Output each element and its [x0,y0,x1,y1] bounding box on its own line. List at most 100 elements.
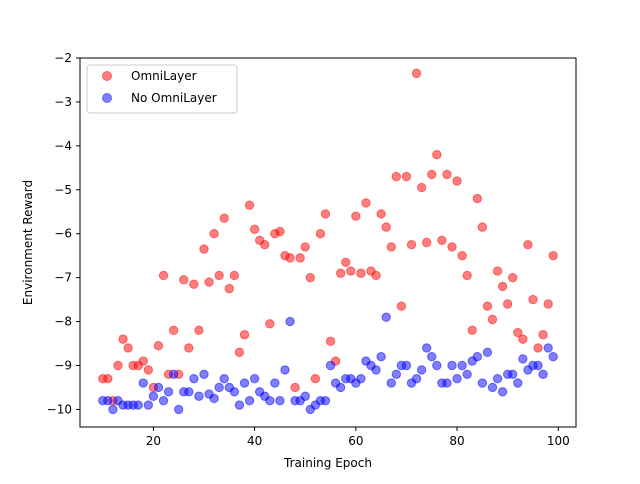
point-omnilayer [401,171,412,182]
point-no-omnilayer [356,373,366,384]
point-no-omnilayer [133,400,143,410]
y-tick-label: −3 [54,95,72,109]
point-omnilayer [305,272,315,283]
point-omnilayer [275,226,285,237]
point-omnilayer [143,365,154,375]
point-omnilayer [543,299,553,309]
point-omnilayer [315,229,326,239]
point-omnilayer [300,242,310,252]
point-no-omnilayer [148,391,159,401]
point-omnilayer [346,266,356,276]
y-tick-label: −6 [54,227,72,241]
point-omnilayer [416,182,427,193]
point-no-omnilayer [371,365,381,375]
data-points [98,68,558,415]
point-no-omnilayer [214,382,224,393]
point-omnilayer [224,283,235,294]
point-omnilayer [482,301,493,311]
point-omnilayer [523,240,533,250]
point-omnilayer [548,250,558,261]
point-no-omnilayer [416,365,427,375]
point-omnilayer [260,240,270,250]
point-omnilayer [508,272,518,283]
point-no-omnilayer [513,378,523,388]
point-no-omnilayer [244,395,255,406]
point-omnilayer [376,209,386,219]
point-omnilayer [189,279,199,289]
point-no-omnilayer [184,387,194,397]
y-tick-label: −9 [54,359,72,373]
point-no-omnilayer [442,378,452,388]
point-omnilayer [432,149,442,160]
point-no-omnilayer [447,360,457,371]
point-omnilayer [447,242,457,252]
point-omnilayer [467,325,477,336]
point-omnilayer [472,193,483,204]
point-omnilayer [351,211,361,221]
point-no-omnilayer [401,360,412,371]
point-omnilayer [229,270,240,281]
legend-marker-omnilayer [102,71,112,81]
point-omnilayer [123,343,133,353]
y-tick-label: −7 [54,271,72,285]
point-omnilayer [411,68,422,79]
point-no-omnilayer [168,369,179,379]
point-omnilayer [391,171,402,182]
legend-label-omnilayer: OmniLayer [131,69,197,83]
point-no-omnilayer [411,373,422,384]
point-omnilayer [396,301,407,311]
point-no-omnilayer [391,369,402,379]
y-tick-label: −5 [54,183,72,197]
point-no-omnilayer [421,343,432,353]
point-omnilayer [113,360,123,371]
point-omnilayer [184,343,194,353]
point-no-omnilayer [158,395,169,406]
point-no-omnilayer [492,373,503,384]
point-no-omnilayer [320,395,331,406]
point-no-omnilayer [472,352,483,362]
point-no-omnilayer [457,360,467,371]
point-no-omnilayer [234,400,245,410]
y-axis-label: Environment Reward [21,180,35,305]
point-no-omnilayer [508,369,518,379]
point-no-omnilayer [548,352,558,362]
point-omnilayer [325,336,336,347]
point-omnilayer [356,268,366,278]
point-omnilayer [462,270,472,281]
point-omnilayer [214,270,224,281]
point-no-omnilayer [103,395,113,406]
point-no-omnilayer [249,373,260,384]
point-no-omnilayer [533,360,543,371]
point-omnilayer [361,198,371,208]
point-omnilayer [219,213,229,224]
point-omnilayer [204,277,214,287]
point-omnilayer [249,224,260,235]
point-no-omnilayer [270,378,280,388]
point-no-omnilayer [285,316,295,327]
y-axis-ticks: −10 −9 −8 −7 −6 −5 −4 −3 −2 [47,51,80,416]
point-omnilayer [118,334,128,344]
point-omnilayer [427,169,437,180]
point-no-omnilayer [462,369,472,379]
point-no-omnilayer [376,352,386,362]
point-omnilayer [406,240,417,250]
point-no-omnilayer [335,382,346,393]
point-omnilayer [457,250,467,261]
point-no-omnilayer [189,373,199,384]
point-no-omnilayer [325,360,336,371]
point-omnilayer [320,209,331,219]
point-omnilayer [239,330,250,340]
point-omnilayer [194,325,204,336]
point-omnilayer [138,356,148,366]
point-no-omnilayer [381,312,391,322]
point-no-omnilayer [108,404,118,415]
point-no-omnilayer [153,382,164,393]
point-omnilayer [528,294,538,305]
point-no-omnilayer [275,395,285,406]
point-no-omnilayer [265,395,275,406]
point-omnilayer [477,222,488,232]
y-tick-label: −2 [54,51,72,65]
point-no-omnilayer [300,391,310,401]
point-no-omnilayer [209,393,219,404]
